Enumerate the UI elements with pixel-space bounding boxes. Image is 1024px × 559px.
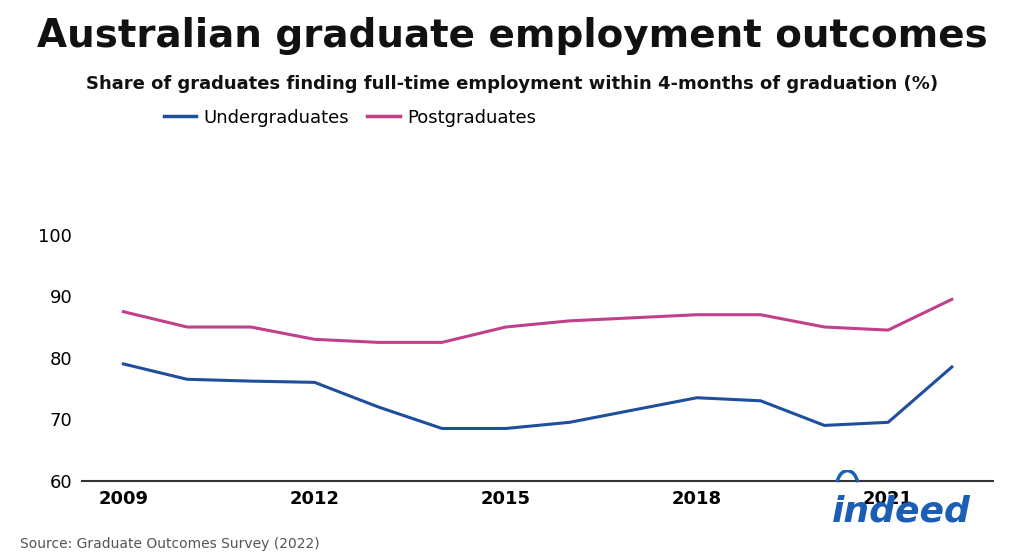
Legend: Undergraduates, Postgraduates: Undergraduates, Postgraduates xyxy=(164,108,536,126)
Text: indeed: indeed xyxy=(831,494,971,528)
Text: Source: Graduate Outcomes Survey (2022): Source: Graduate Outcomes Survey (2022) xyxy=(20,537,321,551)
Text: Australian graduate employment outcomes: Australian graduate employment outcomes xyxy=(37,17,987,55)
Text: Share of graduates finding full-time employment within 4-months of graduation (%: Share of graduates finding full-time emp… xyxy=(86,75,938,93)
